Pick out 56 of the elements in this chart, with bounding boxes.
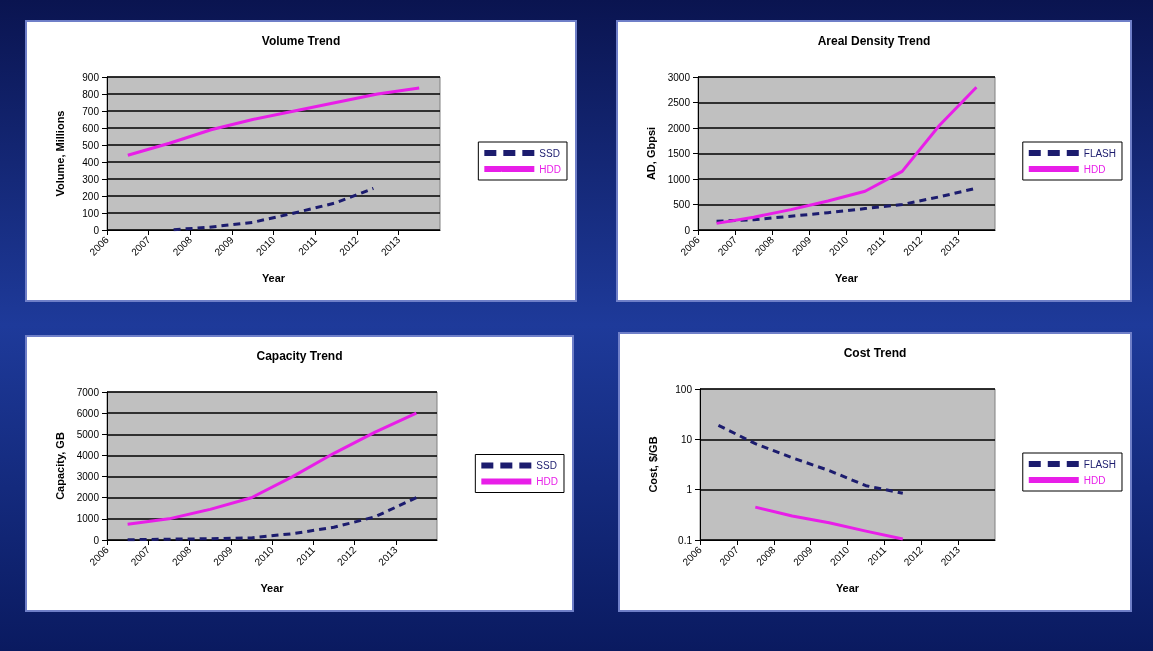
y-tick-label: 2000	[76, 492, 100, 504]
y-tick-label: 1000	[667, 173, 691, 185]
y-tick-label: 7000	[76, 386, 100, 398]
y-tick-label: 100	[675, 383, 693, 395]
y-axis-title: Cost, $/GB	[646, 436, 659, 493]
y-tick-label: 0	[93, 224, 100, 236]
y-tick-label: 0	[684, 224, 691, 236]
legend-label: FLASH	[1083, 147, 1116, 159]
legend-label: SSD	[536, 460, 557, 471]
y-tick-label: 2000	[667, 122, 691, 134]
line-series	[172, 186, 375, 232]
y-tick-label: 900	[82, 71, 100, 83]
y-tick-label: 6000	[76, 407, 100, 419]
x-axis-title: Year	[261, 271, 286, 284]
chart-title: Capacity Trend	[256, 349, 343, 363]
y-tick-label: 200	[82, 190, 100, 202]
line-series	[126, 86, 421, 157]
y-tick-label: 100	[82, 207, 100, 219]
legend-label: HDD	[1083, 474, 1106, 486]
y-axis-title: AD, Gbpsi	[644, 126, 657, 181]
y-tick-label: 3000	[667, 71, 691, 83]
line-series	[715, 85, 978, 225]
y-tick-label: 2500	[667, 97, 691, 108]
y-tick-label: 800	[82, 88, 100, 100]
legend-label: FLASH	[1083, 458, 1116, 470]
chart-title: Areal Density Trend	[817, 34, 931, 48]
y-tick-label: 0.1	[678, 534, 693, 546]
y-axis-title: Volume, Millions	[53, 110, 66, 197]
y-axis-title: Capacity, GB	[53, 432, 66, 500]
y-tick-label: 5000	[76, 428, 100, 440]
line-series	[126, 496, 418, 542]
y-tick-label: 400	[82, 156, 100, 168]
line-series	[126, 411, 418, 526]
y-tick-label: 3000	[76, 471, 100, 483]
y-tick-label: 700	[82, 105, 100, 117]
y-tick-label: 4000	[76, 449, 100, 461]
legend-label: HDD	[539, 163, 562, 175]
chart-title: Cost Trend	[843, 346, 907, 360]
x-axis-title: Year	[835, 581, 860, 594]
y-tick-label: 1500	[667, 148, 691, 159]
y-tick-label: 500	[673, 199, 691, 210]
legend-label: SSD	[539, 147, 560, 159]
line-series	[753, 505, 905, 541]
x-axis-title: Year	[834, 271, 859, 284]
line-series	[716, 423, 905, 495]
y-tick-label: 1	[686, 484, 693, 496]
x-axis-title: Year	[260, 581, 285, 594]
legend-label: HDD	[536, 476, 559, 487]
y-tick-label: 600	[82, 122, 100, 134]
y-tick-label: 10	[680, 433, 693, 445]
y-tick-label: 0	[93, 534, 100, 546]
y-tick-label: 500	[82, 139, 100, 151]
chart-title: Volume Trend	[261, 34, 341, 48]
legend-label: HDD	[1083, 163, 1106, 175]
y-tick-label: 300	[82, 173, 100, 185]
y-tick-label: 1000	[76, 513, 100, 525]
